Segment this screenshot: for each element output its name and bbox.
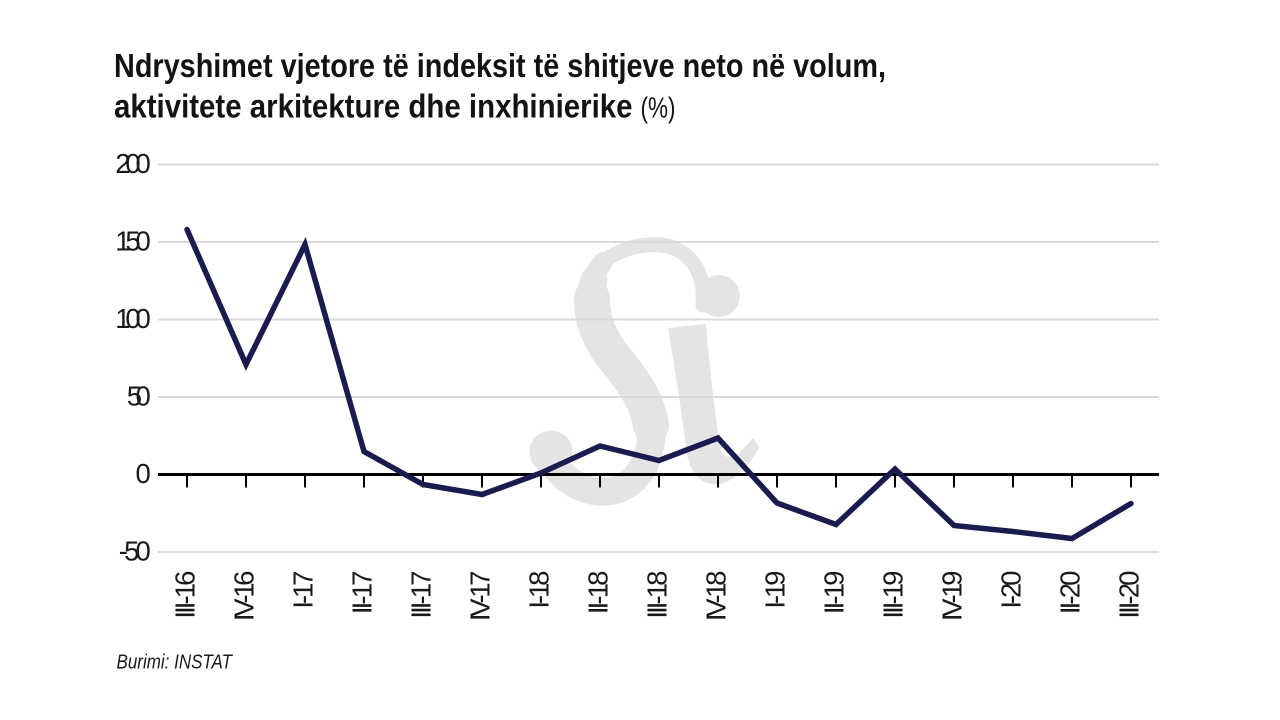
- svg-text:50: 50: [127, 380, 151, 411]
- svg-text:(%): (%): [641, 93, 676, 125]
- svg-text:Ndryshimet vjetore të indeksit: Ndryshimet vjetore të indeksit të shitje…: [114, 48, 886, 85]
- svg-text:III-20: III-20: [1114, 571, 1145, 619]
- svg-text:aktivitete arkitekture dhe inx: aktivitete arkitekture dhe inxhinierike: [114, 88, 633, 125]
- svg-text:200: 200: [115, 148, 151, 179]
- svg-text:-50: -50: [119, 535, 151, 566]
- svg-text:II-20: II-20: [1055, 571, 1086, 615]
- svg-text:I-20: I-20: [996, 571, 1027, 609]
- svg-text:I-17: I-17: [288, 571, 319, 609]
- svg-text:IV-17: IV-17: [465, 571, 496, 622]
- svg-text:IV-16: IV-16: [229, 571, 260, 622]
- svg-text:150: 150: [115, 225, 151, 256]
- svg-text:III-19: III-19: [878, 571, 909, 619]
- svg-text:II-19: II-19: [819, 571, 850, 615]
- svg-text:0: 0: [136, 458, 151, 489]
- svg-text:III-17: III-17: [406, 571, 437, 619]
- svg-text:IV-19: IV-19: [937, 571, 968, 622]
- svg-text:I-19: I-19: [760, 571, 791, 609]
- svg-text:III-18: III-18: [642, 571, 673, 619]
- svg-text:III-16: III-16: [170, 571, 201, 619]
- svg-text:II-17: II-17: [347, 571, 378, 615]
- svg-text:I-18: I-18: [524, 571, 555, 609]
- svg-text:II-18: II-18: [583, 571, 614, 615]
- svg-text:100: 100: [115, 303, 151, 334]
- svg-text:IV-18: IV-18: [701, 571, 732, 622]
- svg-text:Burimi: INSTAT: Burimi: INSTAT: [117, 652, 234, 674]
